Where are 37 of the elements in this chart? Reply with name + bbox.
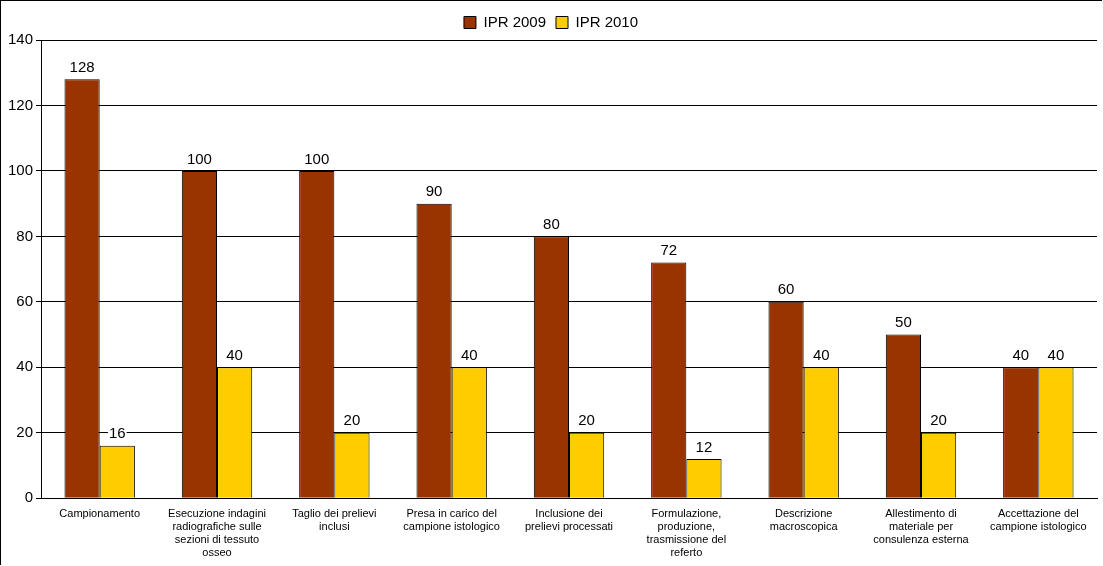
data-label: 80	[543, 215, 560, 233]
data-label: 20	[578, 411, 595, 429]
data-label: 72	[660, 241, 678, 259]
y-tick-label: 120	[8, 95, 34, 113]
data-label: 90	[425, 182, 443, 200]
y-tick-label: 80	[16, 226, 34, 244]
x-tick-label: Accettazione del campione istologico	[990, 506, 1087, 533]
data-label: 100	[304, 149, 330, 167]
x-tick-label: Presa in carico del campione istologico	[403, 506, 500, 533]
y-tick-label: 0	[24, 488, 34, 506]
y-tick-label: 20	[16, 422, 34, 440]
data-label: 40	[812, 345, 830, 363]
data-label: 16	[108, 424, 126, 442]
data-label: 40	[1012, 345, 1030, 363]
legend-label: IPR 2009	[483, 12, 547, 30]
x-tick-label: Inclusione dei prelievi processati	[524, 506, 614, 533]
data-label: 20	[343, 411, 361, 429]
x-tick-label: Allestimento di materiale per consulenza esterna	[873, 506, 970, 546]
data-label: 20	[930, 411, 947, 429]
x-tick-label: Taglio dei prelievi inclusi	[292, 506, 377, 533]
legend-label: IPR 2010	[575, 12, 639, 30]
data-label: 100	[186, 149, 212, 167]
y-tick-label: 100	[8, 161, 34, 179]
x-tick-label: Formulazione, produzione, trasmissione del referto	[646, 506, 727, 559]
data-label: 128	[69, 57, 95, 75]
y-tick-label: 40	[16, 357, 34, 375]
data-label: 50	[895, 313, 912, 331]
x-tick-label: Esecuzione indagini radiografiche sulle sezioni di tessuto osseo	[168, 506, 266, 559]
data-label: 40	[226, 345, 243, 363]
y-tick-label: 60	[16, 291, 34, 309]
x-tick-label: Campionamento	[59, 506, 141, 519]
data-label: 12	[695, 437, 713, 455]
data-label: 40	[460, 345, 478, 363]
data-label: 60	[777, 280, 795, 298]
y-tick-label: 140	[8, 30, 34, 48]
data-label: 40	[1047, 345, 1065, 363]
x-tick-label: Descrizione macroscopica	[769, 506, 839, 533]
